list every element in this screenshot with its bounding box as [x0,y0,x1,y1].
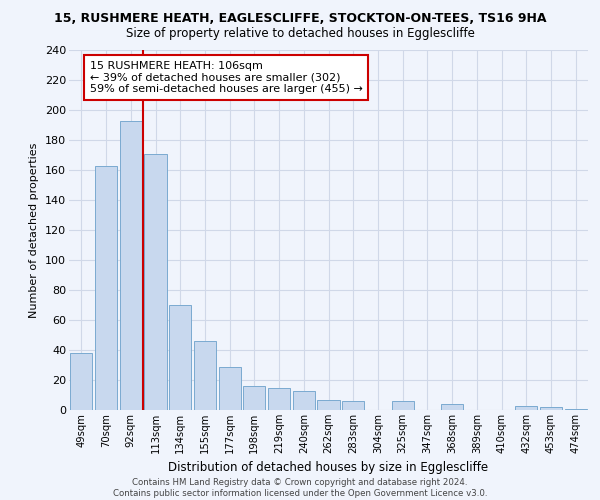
Bar [145,154,167,410]
Bar [194,341,216,410]
Bar [515,406,538,410]
Bar [119,120,142,410]
Bar [317,400,340,410]
Bar [268,388,290,410]
Text: Contains HM Land Registry data © Crown copyright and database right 2024.
Contai: Contains HM Land Registry data © Crown c… [113,478,487,498]
Text: 15 RUSHMERE HEATH: 106sqm
← 39% of detached houses are smaller (302)
59% of semi: 15 RUSHMERE HEATH: 106sqm ← 39% of detac… [90,61,362,94]
Bar [392,401,414,410]
Y-axis label: Number of detached properties: Number of detached properties [29,142,40,318]
Bar [218,366,241,410]
Bar [243,386,265,410]
Text: Size of property relative to detached houses in Egglescliffe: Size of property relative to detached ho… [125,28,475,40]
Bar [169,305,191,410]
Bar [441,404,463,410]
Bar [70,353,92,410]
Bar [95,166,117,410]
Bar [342,401,364,410]
X-axis label: Distribution of detached houses by size in Egglescliffe: Distribution of detached houses by size … [169,462,488,474]
Bar [293,390,315,410]
Bar [540,407,562,410]
Text: 15, RUSHMERE HEATH, EAGLESCLIFFE, STOCKTON-ON-TEES, TS16 9HA: 15, RUSHMERE HEATH, EAGLESCLIFFE, STOCKT… [54,12,546,26]
Bar [565,408,587,410]
